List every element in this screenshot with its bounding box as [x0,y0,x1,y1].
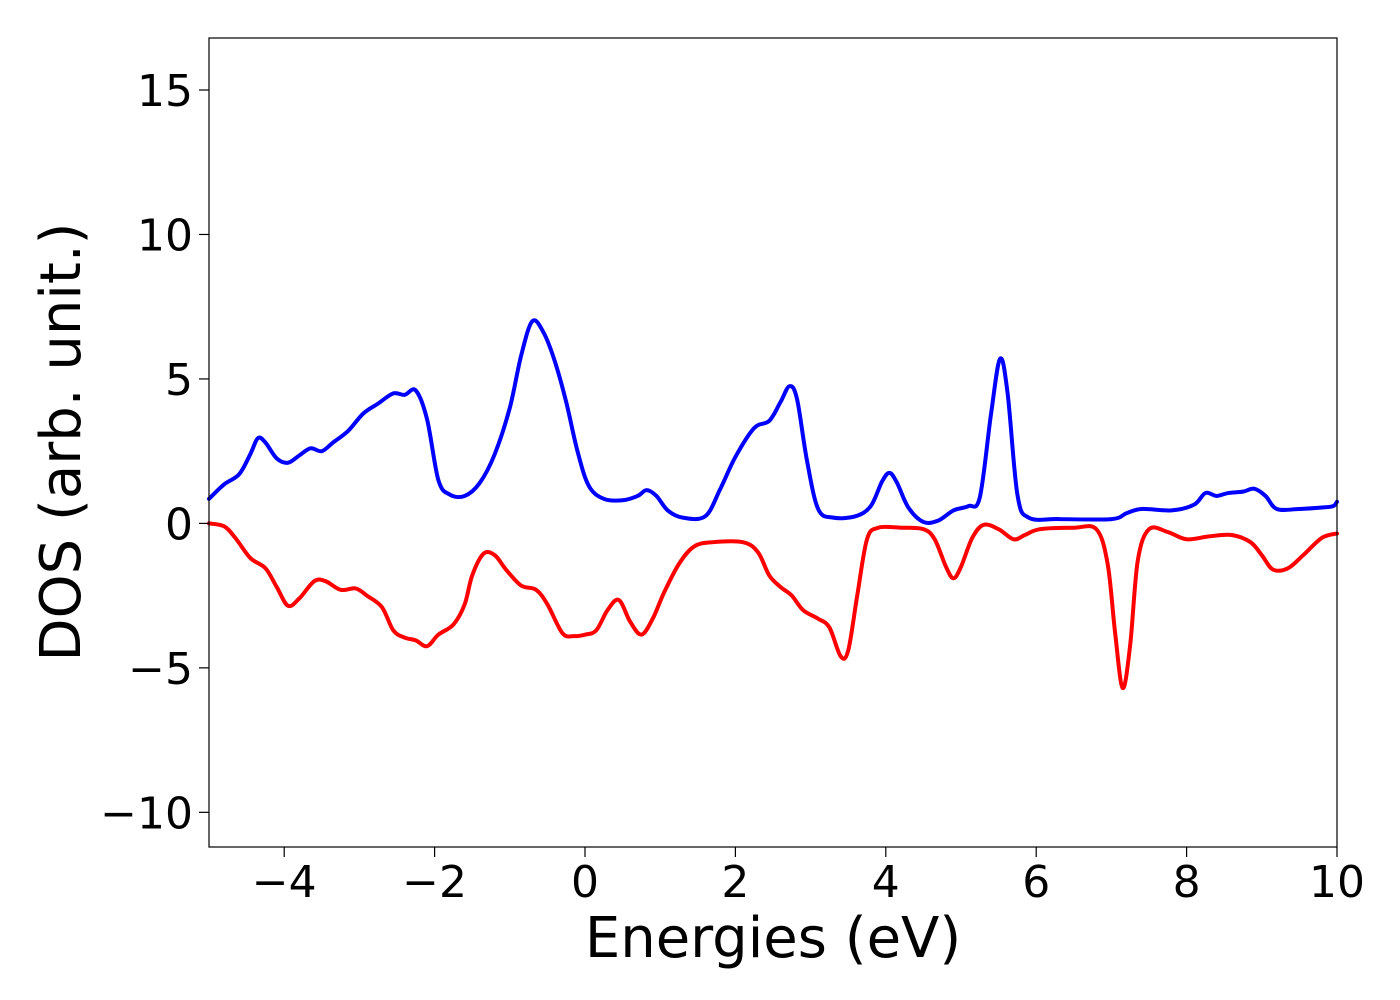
dos-series-line-1 [207,318,1339,525]
x-tick-label: 10 [1309,857,1365,908]
x-tick-label: 0 [571,857,599,908]
y-axis-ticks: −10 −5 0 5 10 15 [100,66,209,839]
x-tick-label: −4 [252,857,317,908]
dos-series-line-2 [207,521,1339,691]
x-tick-label: 6 [1022,857,1050,908]
y-tick-label: 0 [165,499,193,550]
plot-frame [208,37,1338,848]
y-axis-label: DOS (arb. unit.) [29,222,94,661]
x-tick-label: 8 [1173,857,1201,908]
y-tick-label: 5 [165,355,193,406]
y-tick-label: −5 [128,644,193,695]
y-tick-label: −10 [100,788,193,839]
series-layer [207,318,1339,691]
x-axis-ticks: −4 −2 0 2 4 6 8 10 [252,847,1365,908]
x-tick-label: −2 [402,857,467,908]
x-tick-label: 4 [872,857,900,908]
x-tick-label: 2 [721,857,749,908]
x-axis-label: Energies (eV) [585,906,961,971]
plot-background [209,38,1337,847]
y-tick-label: 15 [137,66,193,117]
y-tick-label: 10 [137,210,193,261]
